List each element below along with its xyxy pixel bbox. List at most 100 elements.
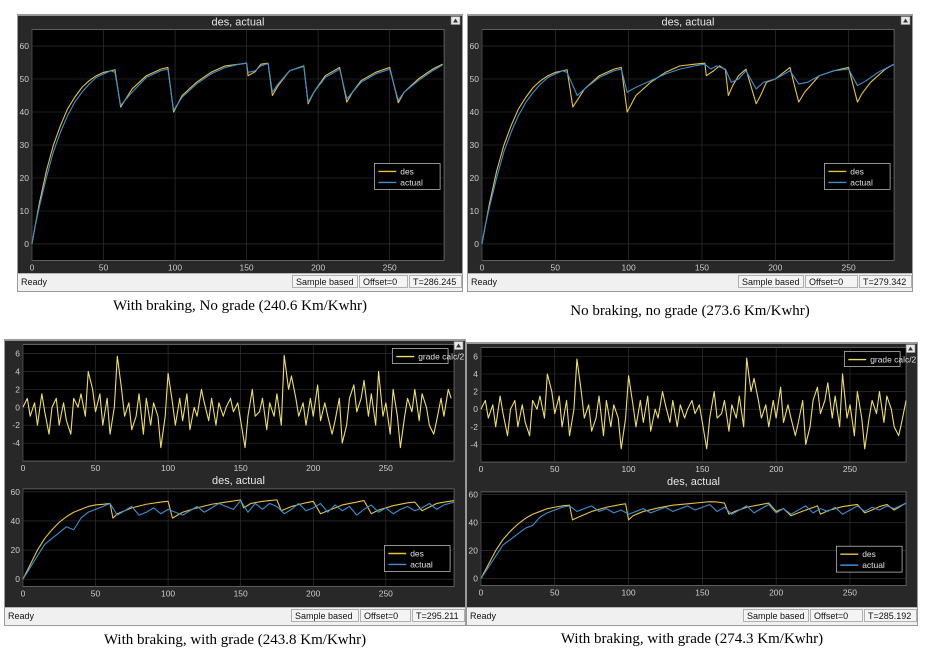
y-tick-label: 40 [470, 107, 480, 117]
y-tick-label: 0 [474, 239, 479, 249]
x-tick-label: 150 [240, 262, 254, 272]
x-tick-label: 250 [379, 463, 393, 473]
status-offset: Offset=0 [810, 609, 863, 622]
x-tick-label: 250 [383, 262, 397, 272]
legend-label: grade calc/2 [870, 355, 916, 365]
plot-axes: des, actual 0 50 100 150 200 250 0 10 20 30 40 50 60 d… [20, 17, 445, 272]
x-tick-label: 0 [21, 588, 26, 598]
y-tick-label: 60 [470, 41, 480, 51]
caption-1: With braking, No grade (240.6 Km/Kwhr) [113, 298, 367, 314]
legend: grade calc/2 [391, 348, 465, 364]
status-time: T=285.192 [864, 609, 917, 622]
y-tick-label: 4 [15, 366, 20, 376]
y-tick-label: 6 [15, 349, 20, 359]
x-tick-label: 250 [843, 464, 857, 474]
status-sample-mode: Sample based [292, 275, 358, 288]
y-tick-label: 20 [469, 546, 479, 556]
series-line-actual [480, 502, 907, 579]
status-time: T=295.211 [412, 609, 465, 622]
y-tick-label: -4 [470, 439, 478, 449]
y-tick-label: 6 [473, 351, 478, 361]
x-tick-label: 150 [695, 587, 709, 597]
series-line-actual [481, 63, 895, 245]
x-tick-label: 250 [379, 588, 393, 598]
series-line-actual [22, 500, 455, 580]
y-tick-label: 40 [20, 107, 30, 117]
y-tick-label: 20 [20, 173, 30, 183]
x-tick-label: 200 [769, 587, 783, 597]
y-tick-label: 60 [20, 41, 30, 51]
legend-label: actual [850, 177, 873, 187]
x-tick-label: 150 [695, 464, 709, 474]
x-tick-label: 100 [161, 463, 175, 473]
y-tick-label: -4 [12, 438, 20, 448]
series-line-des [22, 499, 455, 580]
y-tick-label: 0 [473, 404, 478, 414]
series-line-grade-calc-2 [22, 354, 452, 449]
caption-3: With braking, with grade (243.8 Km/Kwhr) [103, 632, 367, 648]
series-line-des [481, 62, 895, 245]
plot-title: des, actual [662, 17, 715, 29]
x-tick-label: 100 [168, 262, 182, 272]
y-tick-label: 50 [470, 74, 480, 84]
series-line-grade-calc-2 [480, 357, 907, 450]
legend-box [836, 545, 903, 573]
scope-panel-1: des, actual 0 50 100 150 200 250 0 10 20 30 40 50 60 d… [17, 14, 463, 292]
series-line-des [480, 501, 907, 579]
status-bar: Ready Sample based Offset=0 T=295.211 [5, 607, 465, 625]
legend-label: actual [400, 177, 423, 187]
legend-label: actual [410, 559, 433, 569]
axes-expand-icon [905, 344, 916, 353]
status-sample-mode: Sample based [291, 609, 359, 622]
y-tick-label: 10 [20, 206, 30, 216]
x-tick-label: 200 [306, 463, 320, 473]
series-line-actual [31, 62, 443, 245]
x-tick-label: 50 [550, 587, 560, 597]
x-tick-label: 200 [769, 464, 783, 474]
y-tick-label: 30 [470, 140, 480, 150]
x-tick-label: 0 [479, 464, 484, 474]
plot-title: des, actual [667, 476, 720, 488]
x-tick-label: 100 [622, 262, 636, 272]
status-sample-mode: Sample based [743, 609, 809, 622]
y-tick-label: -2 [12, 420, 20, 430]
caption-2: No braking, no grade (273.6 Km/Kwhr) [570, 303, 810, 319]
x-tick-label: 100 [621, 587, 635, 597]
status-bar: Ready Sample based Offset=0 T=286.245 [18, 273, 462, 291]
scope-panel-2: des, actual 0 50 100 150 200 250 0 10 20 30 40 50 60 d… [467, 14, 913, 292]
y-tick-label: 30 [20, 140, 30, 150]
x-tick-label: 200 [311, 262, 325, 272]
y-tick-label: 0 [15, 402, 20, 412]
plot-area [22, 344, 455, 462]
y-tick-label: 10 [470, 206, 480, 216]
plot-title: des, actual [212, 475, 265, 487]
y-tick-label: 4 [473, 369, 478, 379]
axes-expand-icon [900, 16, 911, 25]
legend-label: des [850, 166, 864, 176]
caption-4: With braking, with grade (274.3 Km/Kwhr) [560, 631, 824, 647]
y-tick-label: 0 [15, 574, 20, 584]
y-tick-label: 2 [15, 384, 20, 394]
x-tick-label: 150 [234, 463, 248, 473]
y-tick-label: 50 [20, 74, 30, 84]
legend-box [374, 163, 441, 190]
x-tick-label: 150 [695, 262, 709, 272]
x-tick-label: 250 [842, 262, 856, 272]
status-offset: Offset=0 [359, 275, 408, 288]
y-tick-label: -2 [470, 422, 478, 432]
x-tick-label: 0 [30, 262, 35, 272]
axes-expand-icon [450, 16, 461, 25]
legend-label: actual [862, 560, 885, 570]
y-tick-label: 20 [470, 173, 480, 183]
y-tick-label: 0 [473, 574, 478, 584]
status-ready: Ready [8, 611, 35, 621]
legend-box [843, 351, 901, 367]
plot-axes: des, actual 0 50 100 150 200 250 0 10 20 30 40 50 60 d… [470, 17, 895, 272]
x-tick-label: 0 [21, 463, 26, 473]
status-ready: Ready [470, 611, 497, 621]
scope-window-2: des, actual 0 50 100 150 200 250 0 10 20 30 40 50 60 d… [468, 15, 912, 275]
scope-panel-4: 0 50 100 150 200 250 -4 -2 0 2 4 6 grade calc/2 des, … [466, 342, 918, 626]
